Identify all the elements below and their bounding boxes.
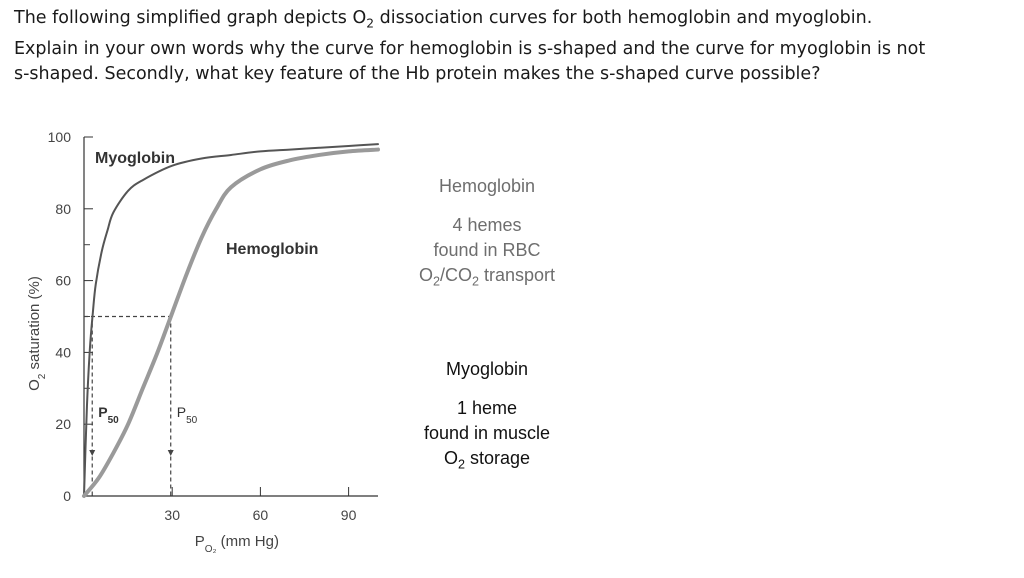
y-tick-label: 60 (55, 273, 71, 289)
x-tick-label: 90 (341, 507, 357, 523)
y-axis-label: O2 saturation (%) (26, 276, 48, 391)
p50-arrow (167, 450, 174, 456)
hemoglobin-info-location: found in RBC (433, 240, 541, 260)
hemoglobin-curve (82, 147, 380, 498)
myoglobin-info: Myoglobin 1 heme found in muscle O2 stor… (377, 357, 597, 478)
x-axis-label: PO₂ (mm Hg) (195, 533, 279, 555)
y-tick-label: 0 (63, 488, 71, 504)
hemoglobin-curve-label: Hemoglobin (226, 241, 318, 258)
question-line-2: Explain in your own words why the curve … (14, 38, 926, 59)
question-line-3: s-shaped. Secondly, what key feature of … (14, 63, 821, 84)
y-tick-label: 20 (55, 416, 71, 432)
myoglobin-info-location: found in muscle (423, 423, 551, 443)
question-line-1: The following simplified graph depicts O… (14, 8, 873, 31)
hemoglobin-info-hemes: 4 hemes (452, 215, 522, 235)
p50-label: P50 (98, 404, 119, 426)
x-tick-label: 30 (164, 507, 180, 523)
myoglobin-info-hemes: 1 heme (456, 398, 518, 418)
p50-label: P50 (177, 404, 198, 426)
y-tick-label: 80 (55, 201, 71, 217)
myoglobin-curve (83, 143, 379, 497)
myoglobin-info-function: O2 storage (443, 448, 531, 472)
hemoglobin-info-title: Hemoglobin (438, 176, 536, 196)
myoglobin-info-title: Myoglobin (445, 359, 529, 379)
x-tick-label: 60 (253, 507, 269, 523)
y-tick-label: 40 (55, 344, 71, 360)
question-text: The following simplified graph depicts O… (14, 6, 1014, 87)
myoglobin-curve-label: Myoglobin (95, 150, 175, 167)
hemoglobin-info: Hemoglobin 4 hemes found in RBC O2/CO2 t… (377, 174, 597, 295)
p50-arrow (89, 450, 96, 456)
hemoglobin-info-function: O2/CO2 transport (418, 265, 556, 289)
y-tick-label: 100 (48, 129, 72, 145)
